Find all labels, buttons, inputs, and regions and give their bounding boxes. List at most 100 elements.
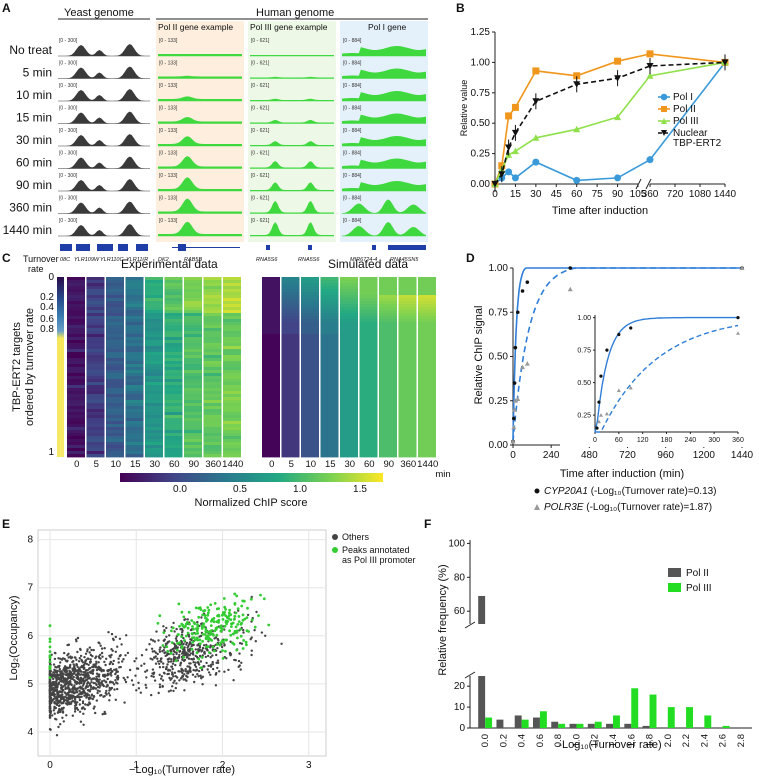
exp-cell <box>67 286 85 290</box>
sim-cell <box>359 304 378 308</box>
b-point-pol1 <box>505 168 513 176</box>
exp-cell <box>223 322 241 326</box>
exp-cell <box>125 349 144 353</box>
sim-cell <box>320 340 339 344</box>
exp-cell <box>106 373 124 377</box>
b-x-tick-label: 1080 <box>689 189 712 200</box>
panel-e-label: E <box>2 517 10 531</box>
sim-cell <box>379 277 397 281</box>
sim-cell <box>340 316 358 320</box>
sim-cell <box>398 385 417 389</box>
e-point-others <box>216 659 220 662</box>
sim-cell <box>262 430 280 434</box>
sim-cell <box>301 331 319 335</box>
exp-cell <box>145 283 163 287</box>
sim-cell <box>281 430 300 434</box>
e-point-others <box>163 646 166 649</box>
sim-cell <box>262 283 280 287</box>
e-point-pol3 <box>183 639 186 642</box>
exp-cell <box>106 364 124 368</box>
sim-cell <box>281 442 300 446</box>
exp-cell <box>184 313 202 317</box>
exp-cell <box>184 448 202 452</box>
track-range-label: [0 - 884] <box>343 61 362 67</box>
track-signal <box>58 111 150 124</box>
sim-cell <box>320 364 339 368</box>
sim-cell <box>398 331 417 335</box>
exp-cell <box>223 424 241 428</box>
e-point-pol3 <box>227 614 231 617</box>
e-point-others <box>78 710 82 713</box>
e-point-others <box>76 691 79 694</box>
sim-cell <box>262 427 280 431</box>
e-point-pol3 <box>240 604 244 608</box>
e-point-others <box>216 666 219 670</box>
pol2-col-title: Pol II gene example <box>158 22 233 32</box>
exp-cell <box>67 400 85 404</box>
sim-cell <box>340 448 358 452</box>
f-y-tick-label: 60 <box>454 606 466 617</box>
gene-block <box>118 244 128 251</box>
e-point-pol3 <box>235 594 239 598</box>
exp-cell <box>164 358 183 362</box>
sim-cell <box>398 421 417 425</box>
track-signal <box>250 161 334 169</box>
e-point-others <box>95 655 98 658</box>
b-x-tick-label: 90 <box>612 189 624 200</box>
exp-cell <box>203 346 222 350</box>
e-point-others <box>91 665 94 669</box>
b-point-tbp <box>491 181 499 188</box>
sim-cell <box>320 286 339 290</box>
sim-cell <box>379 409 397 413</box>
e-point-others <box>172 675 175 678</box>
sim-cell <box>281 340 300 344</box>
exp-cell <box>86 427 105 431</box>
e-point-pol3 <box>180 635 184 638</box>
e-point-others <box>145 686 148 689</box>
sim-cell <box>340 277 358 281</box>
exp-cell <box>203 412 222 416</box>
exp-cell <box>223 385 241 389</box>
sim-cell <box>379 292 397 296</box>
e-point-others <box>232 679 235 682</box>
exp-cell <box>67 394 85 398</box>
e-point-pol3 <box>221 640 225 644</box>
pol2-legend: Pol II <box>686 568 709 579</box>
e-point-others <box>88 682 92 685</box>
e-point-others <box>162 625 165 628</box>
sim-cell <box>398 442 417 446</box>
e-point-others <box>72 675 75 679</box>
e-point-others <box>215 653 218 657</box>
e-point-pol3 <box>230 625 233 628</box>
exp-cell <box>203 421 222 425</box>
e-point-others <box>49 728 52 731</box>
track-signal <box>250 141 334 146</box>
sim-cell <box>320 385 339 389</box>
track-range-label: [0 - 884] <box>343 218 362 224</box>
sim-cell <box>418 376 436 380</box>
sim-cell <box>418 394 436 398</box>
exp-cell <box>184 406 202 410</box>
e-point-others <box>78 695 82 699</box>
pol2-gene-label: DK2 <box>158 257 169 263</box>
sim-cell <box>379 313 397 317</box>
e-point-others <box>112 638 115 642</box>
exp-cell <box>67 409 85 413</box>
pol3-legend: Pol III <box>686 583 712 594</box>
exp-cell <box>106 367 124 371</box>
exp-cell <box>86 451 105 455</box>
b-point-tbp <box>498 171 506 178</box>
e-point-others <box>86 689 90 692</box>
e-point-others <box>189 628 193 632</box>
e-point-others <box>94 711 97 715</box>
sim-cell <box>359 400 378 404</box>
exp-cell <box>223 373 241 377</box>
sim-cell <box>418 397 436 401</box>
sim-cell <box>379 340 397 344</box>
gene-block <box>372 245 376 250</box>
e-point-others <box>126 676 129 679</box>
exp-cell <box>223 358 241 362</box>
unit-label: min <box>435 469 450 480</box>
d-point-polr3e <box>511 424 517 430</box>
f-x-tick-label: 1.4 <box>608 734 619 747</box>
